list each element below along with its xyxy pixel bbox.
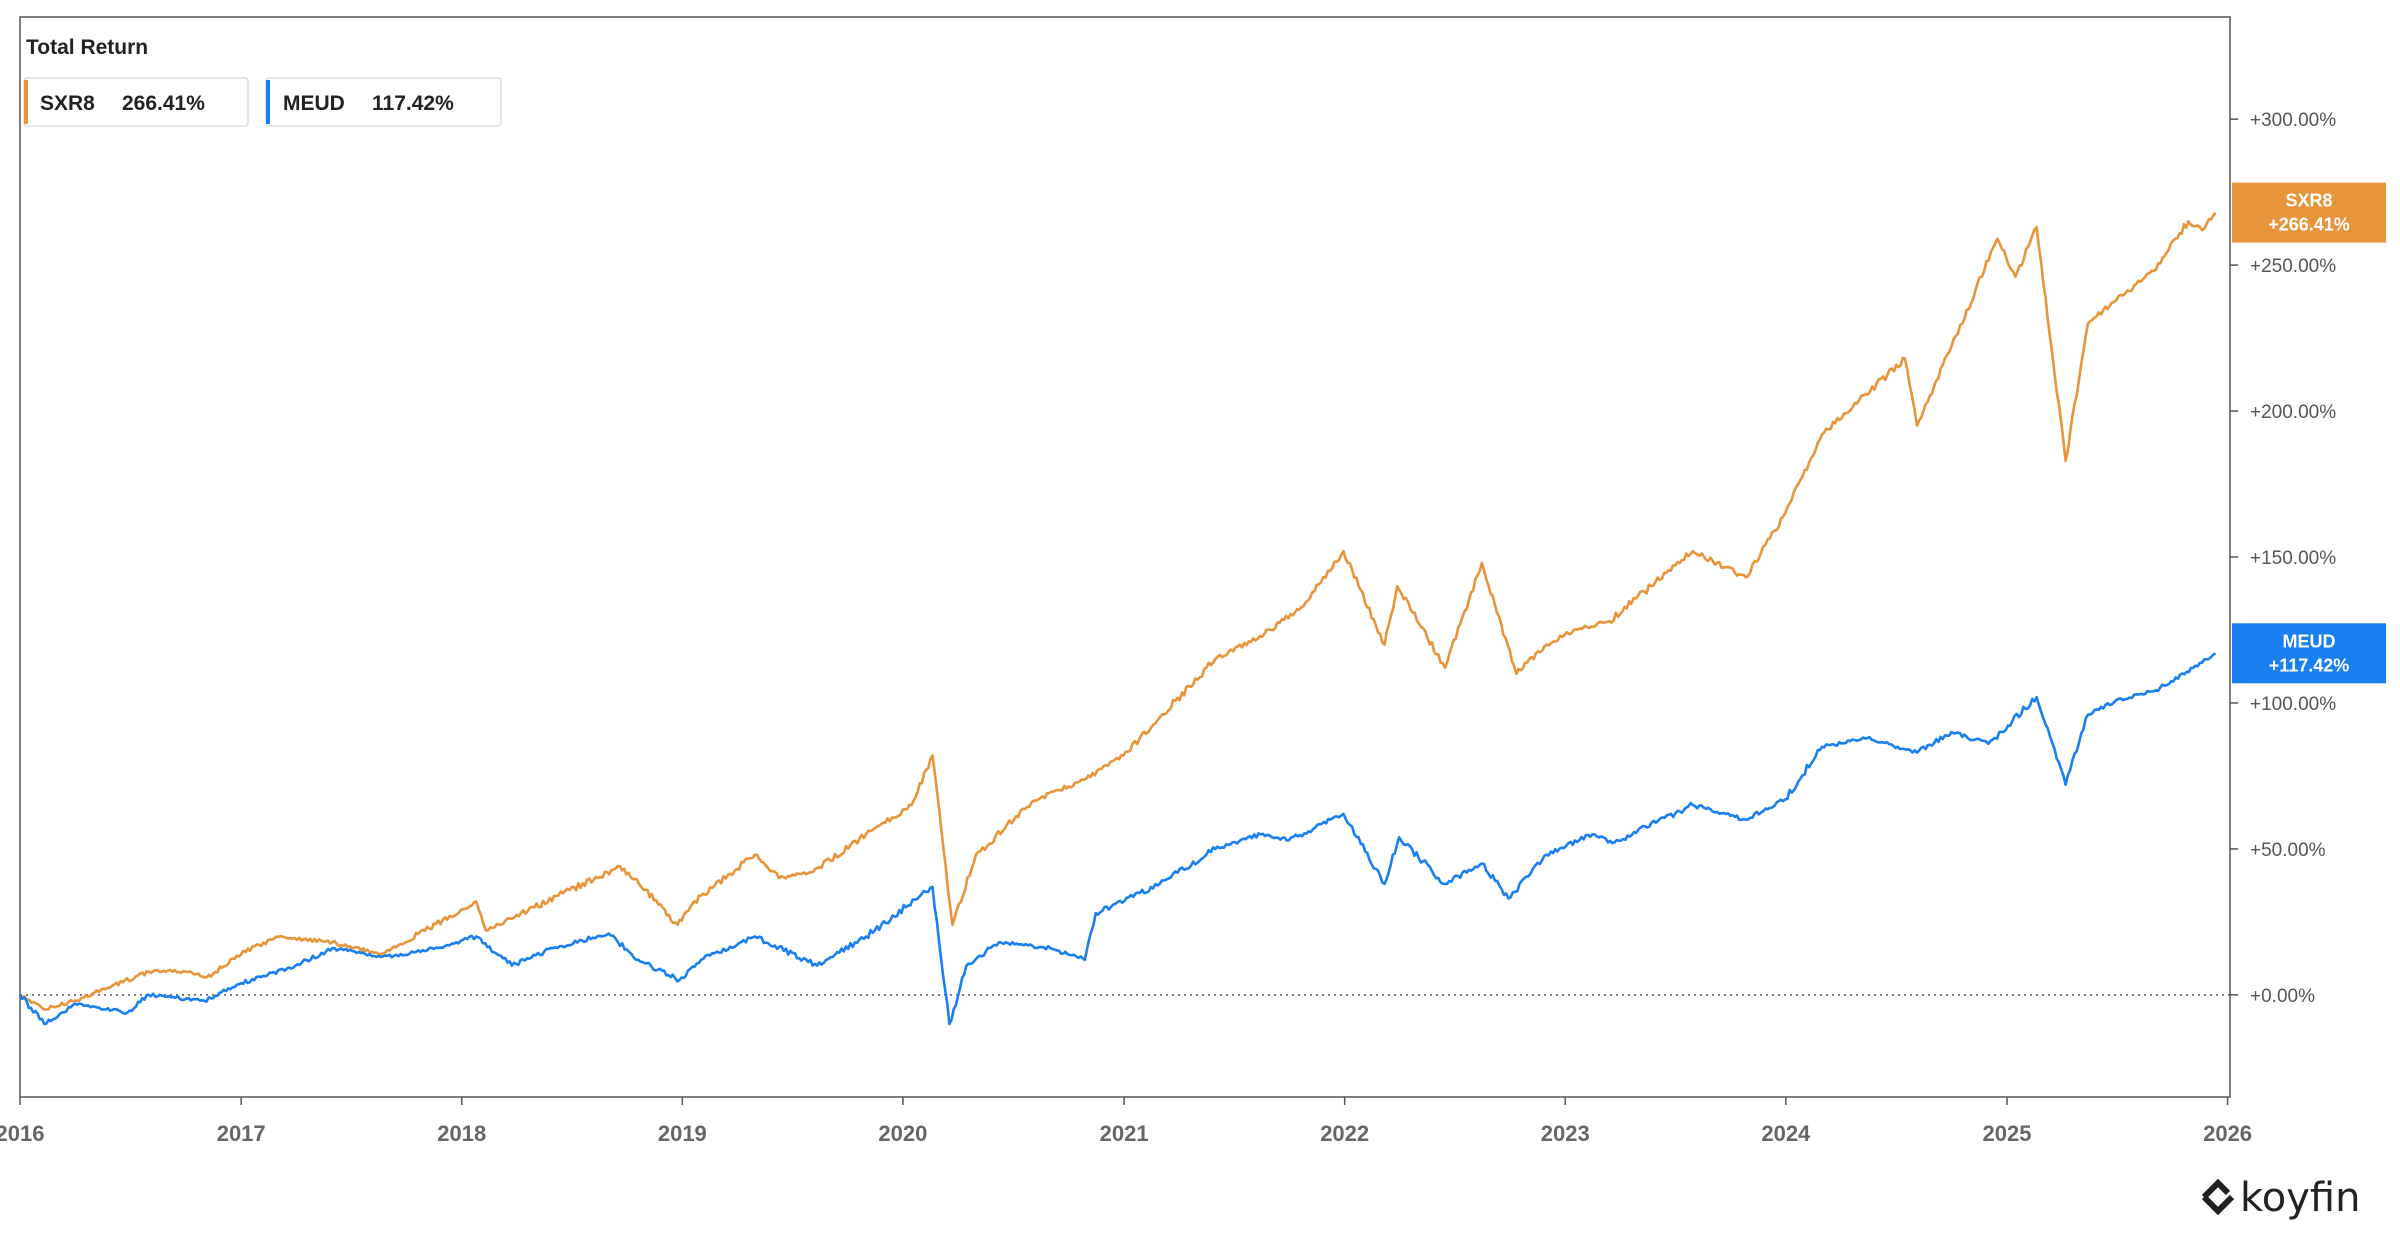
legend-item-meud[interactable]: MEUD 117.42% [265, 77, 502, 127]
x-tick-label: 2020 [878, 1121, 927, 1146]
legend-value-sxr8: 266.41% [122, 92, 205, 115]
brand-name: koyfin [2240, 1175, 2360, 1221]
x-tick-label: 2026 [2203, 1121, 2252, 1146]
end-label-meud: MEUD +117.42% [2232, 623, 2386, 684]
y-tick-label: +100.00% [2250, 694, 2336, 715]
series-line-meud [18, 652, 2217, 1026]
legend-name-meud: MEUD [283, 92, 345, 115]
x-tick-label: 2016 [0, 1121, 44, 1146]
y-tick-label: +50.00% [2250, 840, 2326, 861]
series-layer [18, 211, 2217, 1026]
y-tick-label: +300.00% [2250, 110, 2336, 131]
x-axis: 2016 2017 2018 2019 2020 2021 2022 2023 2024 2025… [0, 1097, 2252, 1146]
x-tick-label: 2017 [217, 1121, 266, 1146]
y-tick-label: +250.00% [2250, 256, 2336, 277]
y-tick-label: +200.00% [2250, 402, 2336, 423]
brand: koyfin [2201, 1175, 2360, 1221]
end-label-box [2232, 182, 2386, 243]
end-label-value: +117.42% [2269, 655, 2350, 675]
legend-item-sxr8[interactable]: SXR8 266.41% [23, 77, 249, 127]
end-label-value: +266.41% [2268, 215, 2350, 235]
end-label-name: SXR8 [2285, 191, 2332, 211]
x-tick-label: 2021 [1100, 1121, 1149, 1146]
legend: SXR8 266.41% MEUD 117.42% [23, 77, 502, 127]
plot-area [19, 16, 2231, 1098]
legend-name-sxr8: SXR8 [40, 92, 95, 115]
legend-swatch-meud [266, 80, 270, 124]
chart-title: Total Return [26, 36, 148, 59]
y-tick-label: +150.00% [2250, 548, 2336, 569]
x-tick-label: 2018 [437, 1121, 486, 1146]
x-tick-label: 2022 [1320, 1121, 1369, 1146]
legend-swatch-sxr8 [24, 80, 28, 124]
series-line-sxr8 [19, 211, 2217, 1011]
x-tick-label: 2024 [1761, 1121, 1811, 1146]
koyfin-logo-icon [2201, 1178, 2235, 1216]
end-label-sxr8: SXR8 +266.41% [2232, 182, 2386, 243]
y-axis: +0.00% +50.00% +100.00% +150.00% +200.00% +25… [2230, 110, 2336, 1007]
end-label-name: MEUD [2283, 631, 2336, 651]
end-labels: SXR8 +266.41% MEUD +117.42% [2232, 182, 2386, 684]
y-tick-label: +0.00% [2250, 986, 2315, 1007]
x-tick-label: 2025 [1983, 1121, 2032, 1146]
x-tick-label: 2023 [1541, 1121, 1590, 1146]
x-tick-label: 2019 [658, 1121, 707, 1146]
legend-value-meud: 117.42% [372, 92, 454, 115]
end-label-box [2232, 623, 2386, 684]
